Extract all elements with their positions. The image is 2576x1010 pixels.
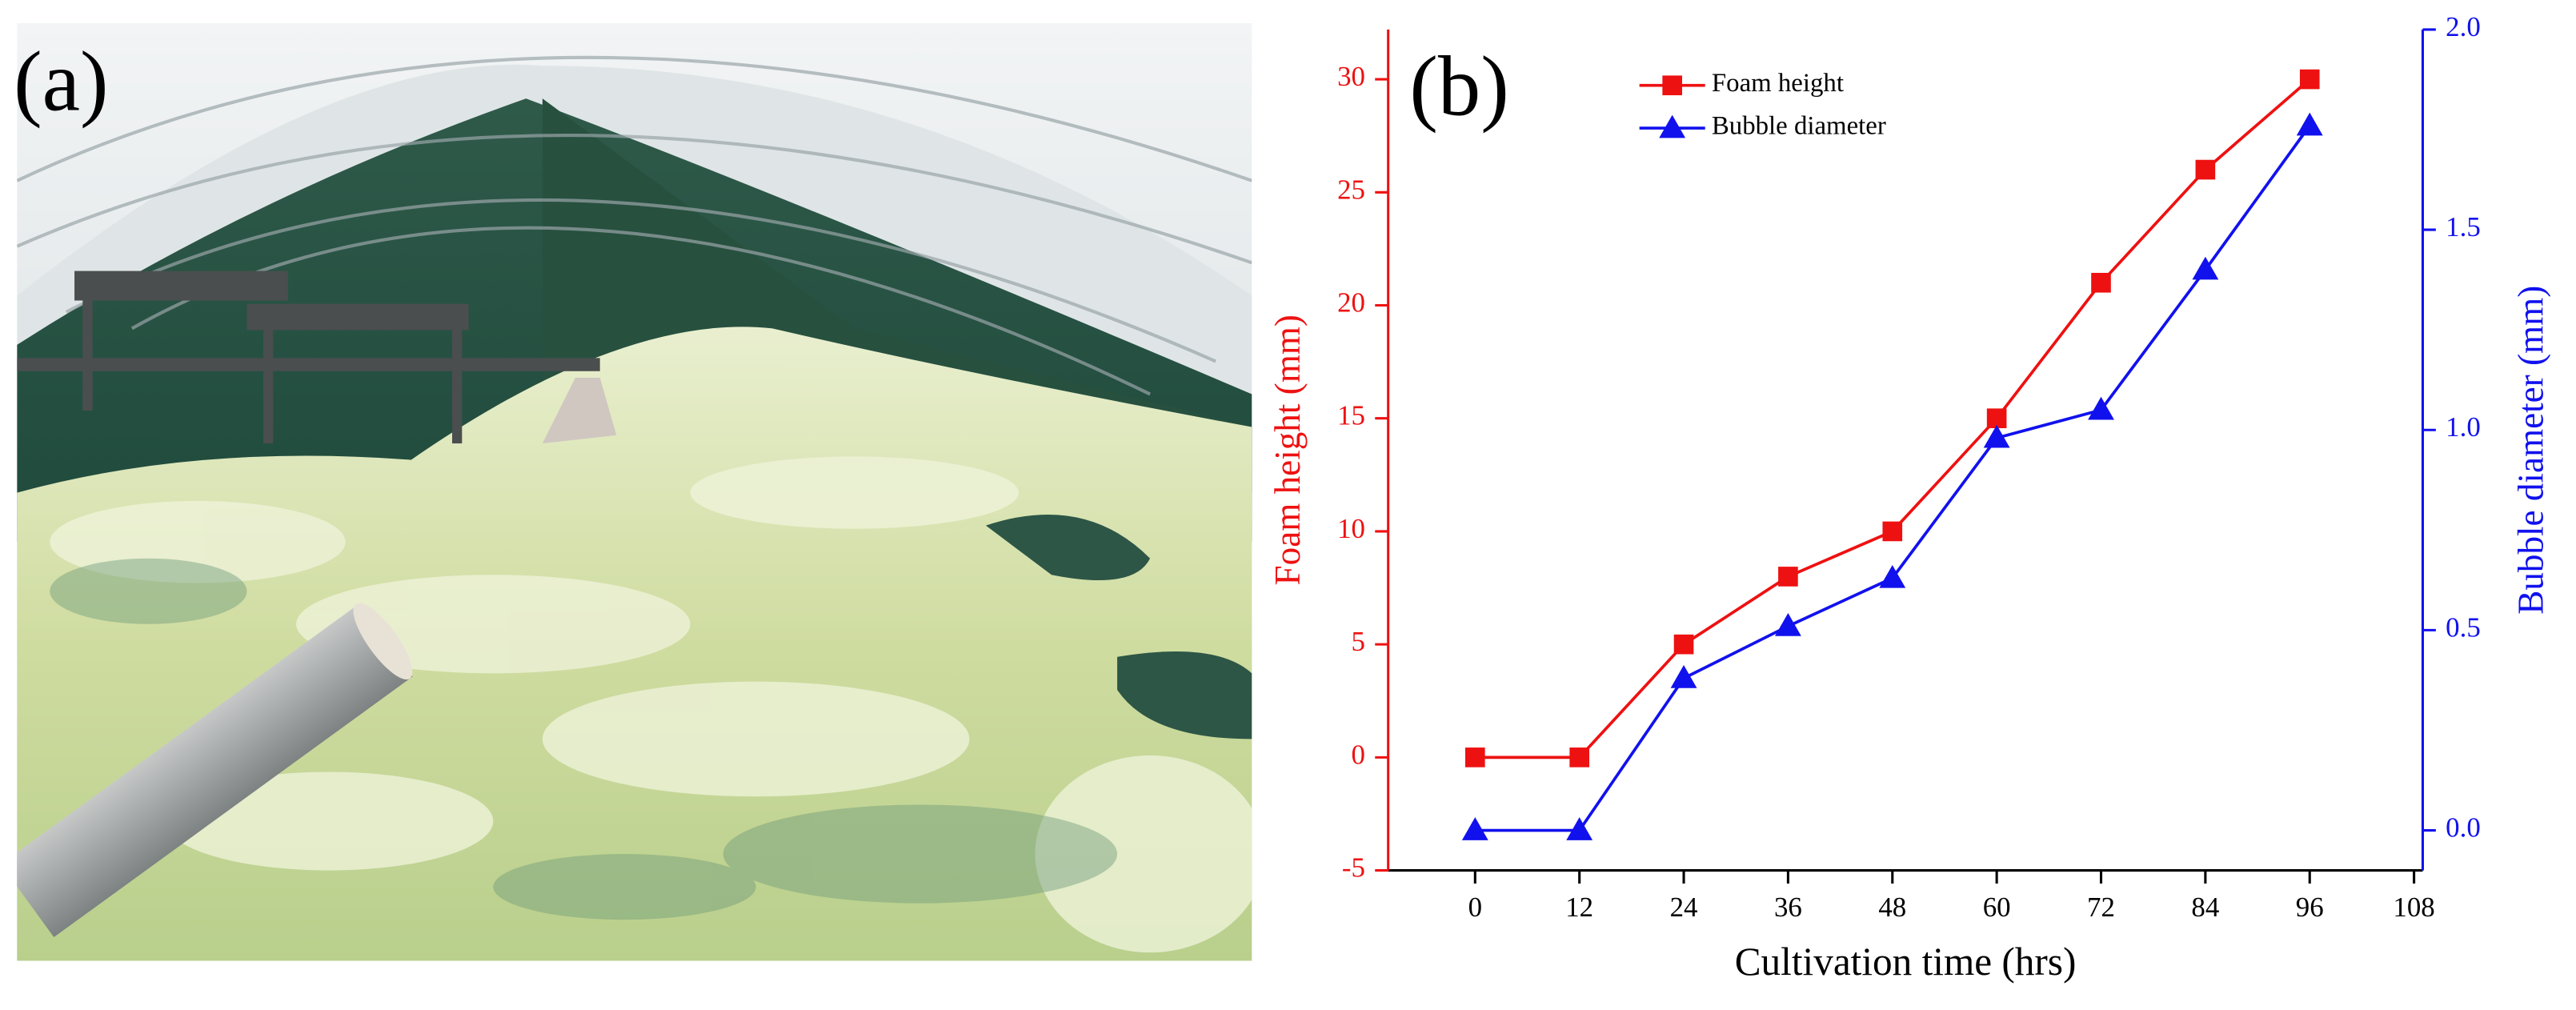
y-tick-label: 10: [1337, 513, 1365, 544]
point: [1566, 817, 1593, 840]
chart: (b) 0 12 24 36 48 60 72 84 96 108 -5 0 5 10 15 20 25 30 0.0…: [1268, 11, 2550, 984]
x-tick-label: 48: [1878, 892, 1906, 923]
point: [1461, 817, 1488, 840]
panel-label: (a): [14, 34, 108, 129]
legend-label: Foam height: [1712, 69, 1844, 98]
point: [1983, 424, 2010, 448]
y-tick-label: 30: [1337, 61, 1365, 92]
point: [2088, 396, 2114, 420]
point: [2091, 272, 2111, 293]
point: [2299, 69, 2320, 90]
y-tick-label: 0: [1352, 739, 1365, 770]
x-tick-label: 84: [2191, 892, 2219, 923]
y-tick-label: 5: [1352, 626, 1365, 657]
x-tick-label: 60: [1983, 892, 2011, 923]
series-line: [1475, 124, 2311, 832]
y-tick-label: -5: [1342, 852, 1365, 884]
y-tick-label: 20: [1337, 287, 1365, 319]
point: [1670, 665, 1697, 688]
point: [2296, 112, 2323, 136]
legend-label: Bubble diameter: [1712, 112, 1886, 141]
x-tick-label: 96: [2296, 892, 2324, 923]
photo: [17, 22, 1252, 961]
point: [2192, 256, 2219, 280]
y-tick-label: 15: [1337, 400, 1365, 431]
y2-tick-label: 1.5: [2446, 211, 2481, 242]
legend-marker: [1662, 75, 1682, 96]
point: [1774, 612, 1801, 636]
series-line: [1475, 78, 2311, 760]
point: [1464, 747, 1485, 768]
y2-tick-label: 1.0: [2446, 411, 2481, 443]
point: [2195, 159, 2216, 180]
x-tick-label: 24: [1670, 892, 1698, 923]
point: [1879, 564, 1906, 588]
y-tick-label: 25: [1337, 174, 1365, 205]
point: [1778, 567, 1798, 587]
x-tick-label: 0: [1468, 892, 1482, 923]
point: [1673, 634, 1694, 655]
x-tick-label: 108: [2393, 892, 2434, 923]
y2-axis-label: Bubble diameter (mm): [2510, 286, 2550, 615]
y2-tick-label: 0.5: [2446, 611, 2481, 643]
x-tick-label: 72: [2087, 892, 2115, 923]
x-axis-label: Cultivation time (hrs): [1735, 940, 2077, 984]
y2-tick-label: 0.0: [2446, 812, 2481, 844]
y2-tick-label: 2.0: [2446, 11, 2481, 42]
legend-marker: [1659, 114, 1686, 138]
x-tick-label: 12: [1565, 892, 1593, 923]
point: [1882, 521, 1903, 542]
point: [1569, 747, 1589, 768]
y-axis-label: Foam height (mm): [1268, 315, 1308, 585]
x-tick-label: 36: [1774, 892, 1802, 923]
panel-label: (b): [1409, 40, 1508, 134]
